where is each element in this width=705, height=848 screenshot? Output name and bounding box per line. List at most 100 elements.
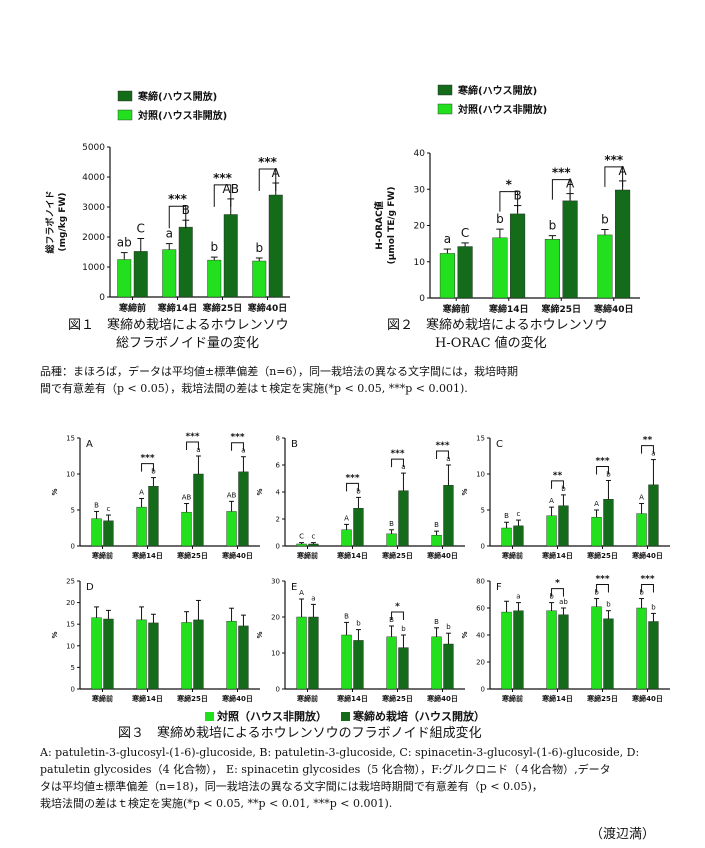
y-tick-label: 6 bbox=[276, 461, 281, 469]
significance-letter: b bbox=[549, 219, 557, 233]
y-tick-label: 10 bbox=[66, 642, 75, 650]
x-tick-label: 寒締前 bbox=[501, 694, 523, 703]
significance-letter: B bbox=[434, 521, 439, 529]
significance-letter: B bbox=[434, 618, 439, 626]
bar-control bbox=[91, 617, 102, 690]
bar-treatment bbox=[398, 647, 409, 690]
significance-letter: a bbox=[651, 450, 655, 458]
bar-treatment bbox=[103, 618, 114, 690]
bar-control bbox=[501, 611, 512, 690]
y-tick-label: 10 bbox=[476, 470, 485, 478]
y-tick-label: 20 bbox=[476, 658, 485, 666]
bar-control bbox=[296, 543, 307, 547]
bar-control bbox=[546, 610, 557, 690]
figure3-note-line4: 栽培法間の差はｔ検定を実施(*p < 0.05, **p < 0.01, ***… bbox=[40, 797, 393, 810]
bar-control bbox=[226, 620, 237, 690]
bar-treatment bbox=[133, 251, 148, 298]
figure1-caption-line2: 総フラボノイド量の変化 bbox=[116, 336, 260, 351]
bar-control bbox=[117, 259, 132, 298]
y-tick-label: 25 bbox=[66, 577, 75, 585]
x-tick-label: 寒締14日 bbox=[541, 551, 573, 560]
significance-bracket bbox=[231, 442, 244, 451]
significance-letter: b bbox=[651, 603, 656, 611]
y-tick-label: 0 bbox=[481, 685, 485, 693]
y-tick-label: 5000 bbox=[82, 143, 105, 153]
significance-bracket bbox=[551, 179, 571, 200]
panel-label: B bbox=[291, 439, 298, 450]
x-tick-label: 寒締25日 bbox=[586, 551, 618, 560]
bar-treatment bbox=[238, 625, 249, 690]
y-tick-label: 4 bbox=[276, 488, 281, 496]
bar-control bbox=[431, 636, 442, 690]
bar-treatment bbox=[398, 490, 409, 547]
bar-treatment bbox=[148, 486, 159, 547]
y-axis-label: H-ORAC値 bbox=[373, 201, 385, 249]
y-tick-label: 10 bbox=[66, 470, 75, 478]
bar-treatment bbox=[353, 640, 364, 690]
y-tick-label: 0 bbox=[419, 294, 425, 304]
bar-control bbox=[181, 511, 192, 547]
figure3-note-line1: A: patuletin-3-glucosyl-(1-6)-glucoside,… bbox=[40, 746, 640, 759]
panel-label: A bbox=[86, 439, 93, 450]
significance-stars: *** bbox=[258, 155, 278, 169]
legend-label: 対照(ハウス非開放) bbox=[137, 109, 227, 122]
significance-letter: a bbox=[166, 227, 173, 241]
x-tick-label: 寒締25日 bbox=[176, 551, 208, 560]
significance-stars: *** bbox=[230, 433, 244, 443]
x-tick-label: 寒締前 bbox=[442, 303, 470, 315]
bar-treatment bbox=[603, 618, 614, 690]
y-tick-label: 10 bbox=[414, 258, 426, 268]
significance-stars: *** bbox=[595, 456, 609, 466]
significance-stars: *** bbox=[552, 166, 572, 180]
significance-stars: *** bbox=[435, 441, 449, 451]
y-axis-label: % bbox=[51, 631, 59, 638]
x-tick-label: 寒締14日 bbox=[131, 551, 163, 560]
significance-letter: B bbox=[504, 512, 509, 520]
figure1-caption: 図１ 寒締め栽培によるホウレンソウ 総フラボノイド量の変化 bbox=[68, 317, 289, 353]
significance-bracket bbox=[596, 465, 609, 475]
figure2-caption-line1: 図２ 寒締め栽培によるホウレンソウ bbox=[387, 318, 608, 333]
x-tick-label: 寒締14日 bbox=[336, 551, 368, 560]
x-tick-label: 寒締25日 bbox=[176, 694, 208, 703]
bar-treatment bbox=[268, 194, 283, 298]
significance-letter: b bbox=[561, 485, 566, 493]
significance-bracket bbox=[258, 168, 277, 191]
x-tick-label: 寒締前 bbox=[501, 551, 523, 560]
x-tick-label: 寒締前 bbox=[296, 694, 318, 703]
y-tick-label: 20 bbox=[66, 599, 75, 607]
figure2-caption: 図２ 寒締め栽培によるホウレンソウ H-ORAC 値の変化 bbox=[387, 317, 608, 353]
bar-control bbox=[226, 511, 237, 547]
y-axis-label: % bbox=[461, 488, 469, 495]
bar-control bbox=[501, 527, 512, 547]
significance-letter: b bbox=[210, 240, 218, 254]
significance-stars: *** bbox=[390, 449, 404, 459]
significance-stars: *** bbox=[345, 473, 359, 483]
significance-letter: C bbox=[461, 226, 469, 240]
x-tick-label: 寒締40日 bbox=[247, 302, 288, 314]
y-tick-label: 4000 bbox=[82, 173, 105, 183]
bar-treatment bbox=[562, 200, 578, 299]
y-tick-label: 5 bbox=[481, 506, 485, 514]
bar-control bbox=[91, 518, 102, 547]
bar-control bbox=[386, 636, 397, 690]
x-tick-label: 寒締前 bbox=[91, 551, 113, 560]
significance-letter: b bbox=[356, 620, 361, 628]
significance-letter: c bbox=[312, 533, 316, 541]
significance-letter: A bbox=[299, 589, 304, 597]
significance-stars: *** bbox=[604, 153, 624, 167]
y-tick-label: 60 bbox=[476, 604, 485, 612]
legend-swatch-control bbox=[205, 711, 214, 721]
significance-bracket bbox=[391, 611, 404, 620]
significance-bracket bbox=[596, 584, 609, 593]
bar-control bbox=[591, 606, 602, 690]
bar-treatment bbox=[178, 226, 193, 298]
significance-letter: b bbox=[446, 623, 451, 631]
significance-stars: *** bbox=[185, 432, 199, 442]
x-tick-label: 寒締40日 bbox=[426, 551, 458, 560]
significance-stars: ** bbox=[643, 436, 653, 446]
y-axis-label: % bbox=[51, 488, 59, 495]
bar-treatment bbox=[353, 507, 364, 547]
figure12-note-line2: 間で有意差有（p < 0.05），栽培法間の差はｔ検定を実施(*p < 0.05… bbox=[40, 382, 468, 395]
significance-bracket bbox=[186, 441, 199, 450]
